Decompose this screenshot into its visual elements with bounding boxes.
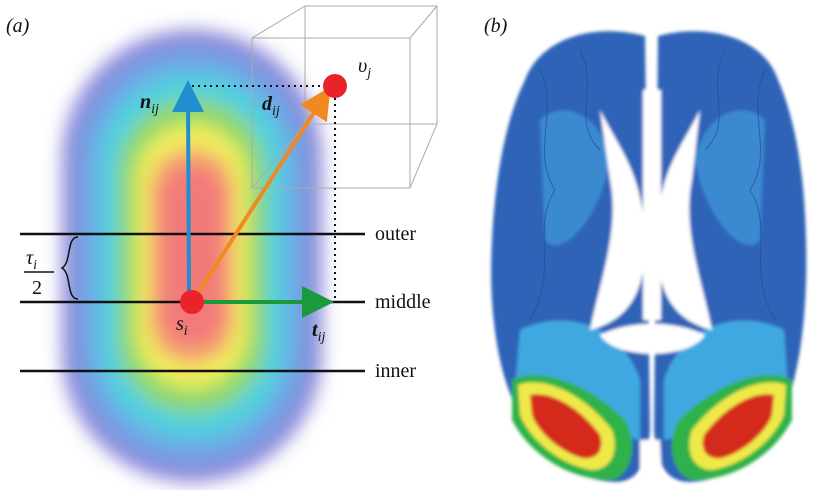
surface-label: middle [375,291,431,313]
text-part: s [176,313,184,335]
gradient-field [62,30,322,482]
surface-label: inner [375,360,416,382]
surface-label: outer [375,223,416,245]
figure: (a) outer middle inner [0,0,821,490]
brain-map [491,31,806,482]
text-part: i [33,258,37,273]
v-label: υj [358,55,371,81]
panel-a: (a) outer middle inner [6,6,437,482]
text-part: i [184,324,188,339]
tau-denominator: 2 [32,277,42,299]
text-part: υ [358,55,367,77]
text-part: ij [318,330,326,345]
panel-label: (b) [484,15,508,37]
text-part: n [140,91,151,113]
panel-b: (b) [484,15,806,482]
normal-arrow [188,96,189,296]
panel-label: (a) [6,15,30,37]
source-point [180,290,204,314]
text-part: ij [272,104,280,119]
text-part: ij [151,102,159,117]
voxel-point [323,74,347,98]
tau-label: τi [26,247,37,273]
